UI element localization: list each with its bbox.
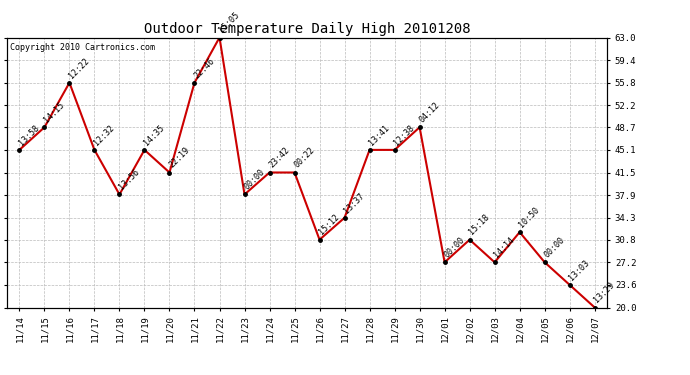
Text: 15:05: 15:05 [217,10,241,35]
Text: 13:37: 13:37 [342,191,366,215]
Title: Outdoor Temperature Daily High 20101208: Outdoor Temperature Daily High 20101208 [144,22,471,36]
Text: 14:15: 14:15 [42,100,66,124]
Text: 13:29: 13:29 [593,280,617,305]
Text: 04:12: 04:12 [417,100,442,124]
Text: 14:35: 14:35 [142,123,166,147]
Text: 00:22: 00:22 [293,146,317,170]
Text: 12:32: 12:32 [92,123,117,147]
Text: 13:03: 13:03 [567,258,591,282]
Text: 00:00: 00:00 [242,168,266,192]
Text: 12:22: 12:22 [67,56,91,80]
Text: 10:50: 10:50 [518,206,542,230]
Text: 15:12: 15:12 [317,213,342,237]
Text: 13:41: 13:41 [367,123,391,147]
Text: 13:56: 13:56 [117,168,141,192]
Text: 12:38: 12:38 [393,123,417,147]
Text: 14:14: 14:14 [493,236,517,260]
Text: Copyright 2010 Cartronics.com: Copyright 2010 Cartronics.com [10,43,155,52]
Text: 22:46: 22:46 [193,56,217,80]
Text: 15:18: 15:18 [467,213,491,237]
Text: 00:00: 00:00 [542,236,566,260]
Text: 22:19: 22:19 [167,146,191,170]
Text: 13:58: 13:58 [17,123,41,147]
Text: 23:42: 23:42 [267,146,291,170]
Text: 00:00: 00:00 [442,236,466,260]
